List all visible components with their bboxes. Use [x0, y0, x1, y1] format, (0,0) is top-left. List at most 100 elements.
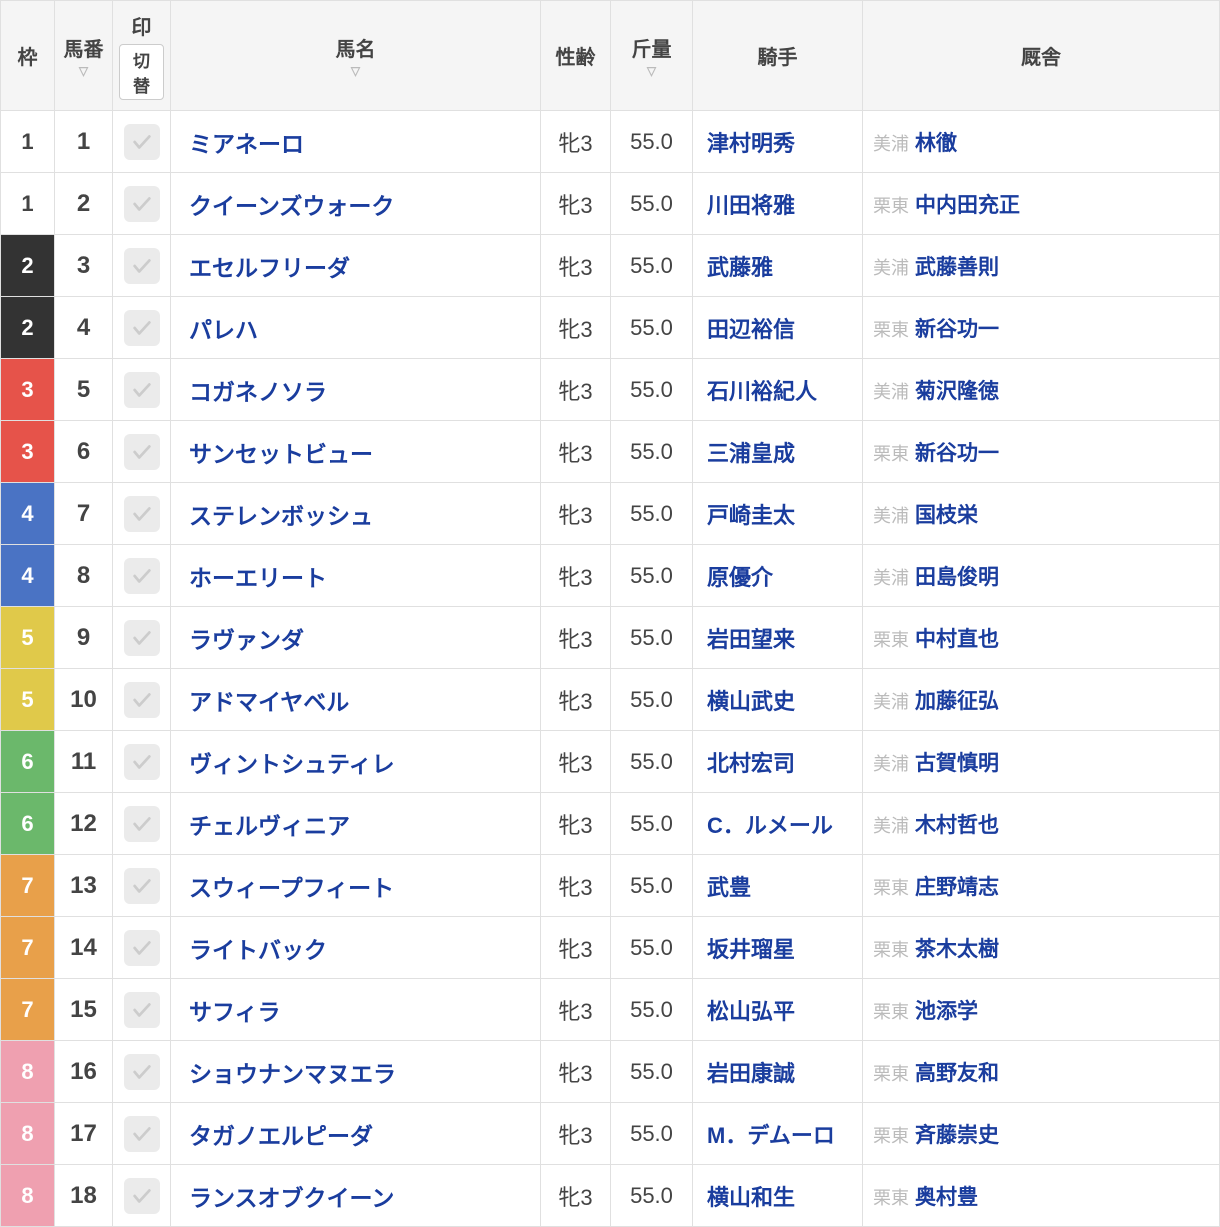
- check-icon[interactable]: [124, 310, 160, 346]
- jockey-link[interactable]: 松山弘平: [707, 999, 795, 1024]
- trainer-link[interactable]: 国枝栄: [915, 504, 978, 527]
- check-icon[interactable]: [124, 496, 160, 532]
- mark-cell[interactable]: [113, 917, 171, 979]
- jockey-link[interactable]: 武豊: [707, 875, 751, 900]
- horse-link[interactable]: ランスオブクイーン: [189, 1185, 394, 1211]
- horse-link[interactable]: タガノエルピーダ: [189, 1123, 373, 1149]
- check-icon[interactable]: [124, 992, 160, 1028]
- horse-link[interactable]: スウィープフィート: [189, 875, 394, 901]
- horse-link[interactable]: コガネノソラ: [189, 379, 327, 405]
- check-icon[interactable]: [124, 930, 160, 966]
- mark-cell[interactable]: [113, 235, 171, 297]
- trainer-link[interactable]: 奥村豊: [915, 1186, 978, 1209]
- horse-link[interactable]: ミアネーロ: [189, 131, 304, 157]
- horse-name-cell: ライトバック: [171, 917, 541, 979]
- mark-cell[interactable]: [113, 793, 171, 855]
- horse-link[interactable]: ショウナンマヌエラ: [189, 1061, 396, 1087]
- jockey-link[interactable]: M．デムーロ: [707, 1123, 835, 1148]
- jockey-link[interactable]: 戸崎圭太: [707, 503, 795, 528]
- horse-link[interactable]: エセルフリーダ: [189, 255, 350, 281]
- weight-cell: 55.0: [611, 421, 693, 483]
- mark-cell[interactable]: [113, 545, 171, 607]
- mark-cell[interactable]: [113, 421, 171, 483]
- horse-link[interactable]: クイーンズウォーク: [189, 193, 394, 219]
- mark-cell[interactable]: [113, 1103, 171, 1165]
- trainer-link[interactable]: 中内田充正: [915, 194, 1020, 217]
- horse-link[interactable]: ステレンボッシュ: [189, 503, 373, 529]
- mark-cell[interactable]: [113, 111, 171, 173]
- jockey-link[interactable]: 北村宏司: [707, 751, 795, 776]
- jockey-link[interactable]: 田辺裕信: [707, 317, 795, 342]
- weight-cell: 55.0: [611, 669, 693, 731]
- jockey-link[interactable]: 岩田望来: [707, 627, 795, 652]
- jockey-link[interactable]: 武藤雅: [707, 255, 773, 280]
- jockey-link[interactable]: 横山武史: [707, 689, 795, 714]
- check-icon[interactable]: [124, 186, 160, 222]
- jockey-link[interactable]: 三浦皇成: [707, 441, 795, 466]
- check-icon[interactable]: [124, 620, 160, 656]
- mark-toggle-button[interactable]: 切替: [119, 44, 164, 100]
- mark-cell[interactable]: [113, 979, 171, 1041]
- horse-link[interactable]: ラヴァンダ: [189, 627, 304, 653]
- trainer-link[interactable]: 武藤善則: [915, 256, 999, 279]
- mark-cell[interactable]: [113, 297, 171, 359]
- check-icon[interactable]: [124, 868, 160, 904]
- mark-cell[interactable]: [113, 855, 171, 917]
- trainer-link[interactable]: 茶木太樹: [915, 938, 999, 961]
- jockey-link[interactable]: C．ルメール: [707, 813, 833, 838]
- mark-cell[interactable]: [113, 669, 171, 731]
- check-icon[interactable]: [124, 124, 160, 160]
- jockey-link[interactable]: 原優介: [707, 565, 773, 590]
- check-icon[interactable]: [124, 372, 160, 408]
- header-name[interactable]: 馬名 ▽: [171, 1, 541, 111]
- trainer-link[interactable]: 池添学: [915, 1000, 978, 1023]
- jockey-cell: 北村宏司: [693, 731, 863, 793]
- horse-link[interactable]: ヴィントシュティレ: [189, 751, 395, 777]
- horse-link[interactable]: アドマイヤベル: [189, 689, 349, 715]
- check-icon[interactable]: [124, 434, 160, 470]
- mark-cell[interactable]: [113, 607, 171, 669]
- mark-cell[interactable]: [113, 483, 171, 545]
- horse-link[interactable]: サフィラ: [189, 999, 281, 1025]
- trainer-link[interactable]: 新谷功一: [915, 442, 999, 465]
- check-icon[interactable]: [124, 1178, 160, 1214]
- jockey-link[interactable]: 坂井瑠星: [707, 937, 795, 962]
- trainer-link[interactable]: 菊沢隆徳: [915, 380, 999, 403]
- horse-link[interactable]: サンセットビュー: [189, 441, 373, 467]
- trainer-link[interactable]: 加藤征弘: [915, 690, 999, 713]
- mark-cell[interactable]: [113, 1041, 171, 1103]
- check-icon[interactable]: [124, 682, 160, 718]
- check-icon[interactable]: [124, 1116, 160, 1152]
- check-icon[interactable]: [124, 248, 160, 284]
- header-number[interactable]: 馬番 ▽: [55, 1, 113, 111]
- jockey-link[interactable]: 川田将雅: [707, 193, 795, 218]
- jockey-link[interactable]: 石川裕紀人: [707, 379, 817, 404]
- mark-cell[interactable]: [113, 173, 171, 235]
- trainer-link[interactable]: 古賀慎明: [915, 752, 999, 775]
- trainer-link[interactable]: 庄野靖志: [915, 876, 999, 899]
- horse-name-cell: コガネノソラ: [171, 359, 541, 421]
- mark-cell[interactable]: [113, 1165, 171, 1227]
- trainer-link[interactable]: 木村哲也: [915, 814, 999, 837]
- check-icon[interactable]: [124, 744, 160, 780]
- trainer-link[interactable]: 新谷功一: [915, 318, 999, 341]
- header-weight[interactable]: 斤量 ▽: [611, 1, 693, 111]
- trainer-link[interactable]: 高野友和: [915, 1062, 999, 1085]
- horse-link[interactable]: ライトバック: [189, 937, 327, 963]
- bracket-cell: 1: [1, 111, 55, 173]
- trainer-link[interactable]: 中村直也: [915, 628, 999, 651]
- mark-cell[interactable]: [113, 359, 171, 421]
- horse-link[interactable]: ホーエリート: [189, 565, 327, 591]
- check-icon[interactable]: [124, 806, 160, 842]
- jockey-link[interactable]: 津村明秀: [707, 131, 795, 156]
- mark-cell[interactable]: [113, 731, 171, 793]
- horse-link[interactable]: チェルヴィニア: [189, 813, 350, 839]
- check-icon[interactable]: [124, 558, 160, 594]
- check-icon[interactable]: [124, 1054, 160, 1090]
- trainer-link[interactable]: 斉藤崇史: [915, 1124, 999, 1147]
- jockey-link[interactable]: 岩田康誠: [707, 1061, 795, 1086]
- trainer-link[interactable]: 田島俊明: [915, 566, 999, 589]
- table-row: 7 14 ライトバック 牝3 55.0 坂井瑠星 栗東茶木太樹: [1, 917, 1220, 979]
- horse-link[interactable]: パレハ: [189, 317, 258, 343]
- trainer-link[interactable]: 林徹: [915, 132, 957, 155]
